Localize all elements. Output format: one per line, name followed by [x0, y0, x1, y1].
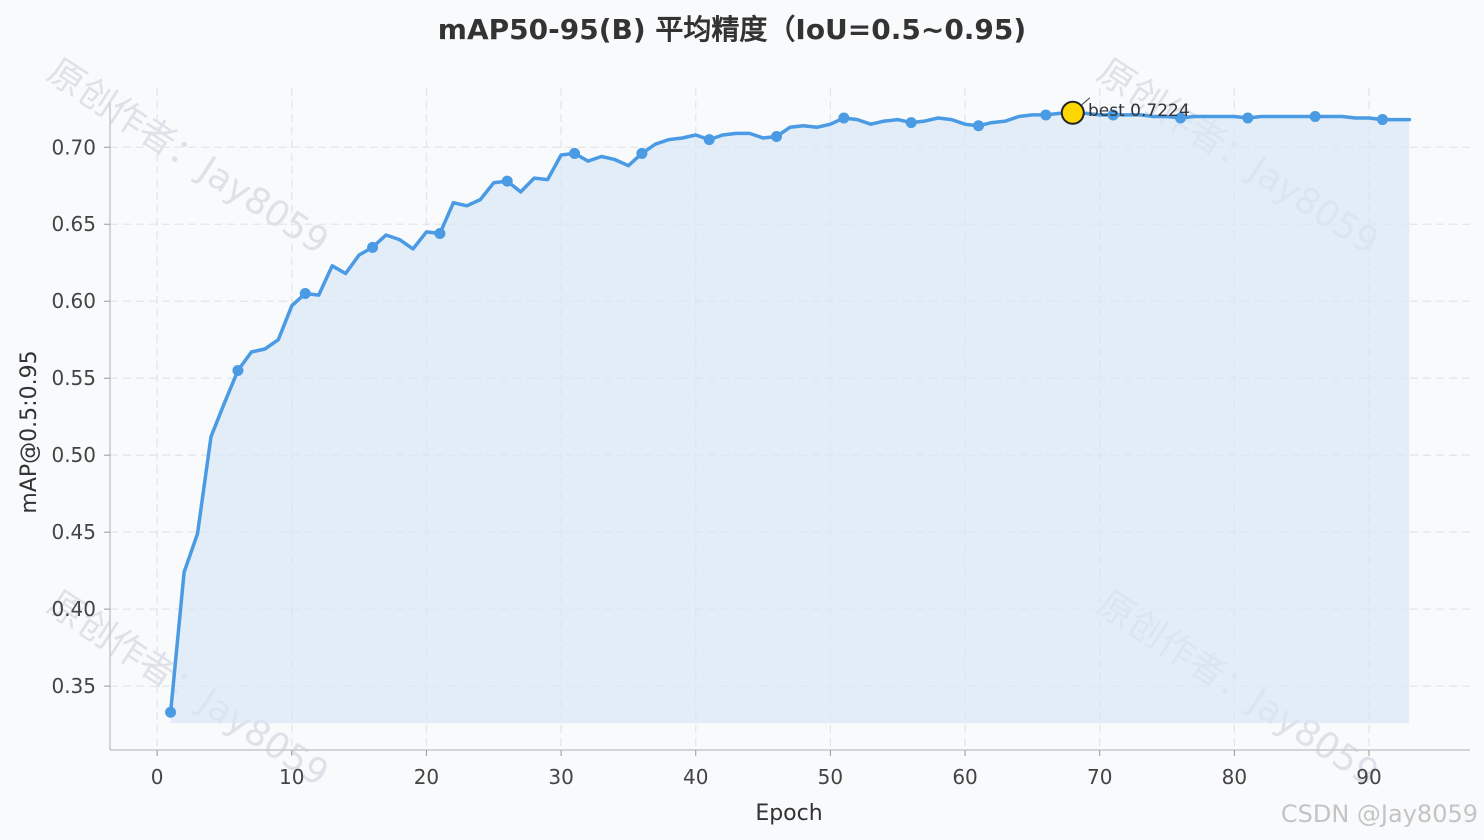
y-tick-label: 0.65: [51, 212, 96, 236]
data-point-marker: [973, 120, 985, 132]
data-point-marker: [771, 130, 783, 142]
best-point-marker: [1060, 100, 1085, 125]
x-axis-label: Epoch: [755, 801, 822, 826]
data-point-marker: [905, 117, 917, 129]
axes-layer: [109, 103, 1470, 751]
y-tick-label: 0.60: [51, 289, 96, 313]
x-tick-label: 10: [279, 765, 304, 789]
x-tick-label: 60: [952, 765, 977, 789]
tick-label-layer: 0 10 20 30 40 50 60 70 80 90 0.35 0.40 0.45 0.50 0.55 0…: [51, 135, 1381, 789]
data-point-marker: [1376, 114, 1388, 126]
data-point-marker: [1107, 109, 1119, 121]
x-tick-label: 0: [151, 765, 164, 789]
data-point-marker: [501, 175, 513, 187]
marker-layer: [165, 97, 1388, 718]
x-tick-label: 70: [1087, 765, 1112, 789]
data-point-marker: [434, 227, 446, 239]
data-point-marker: [838, 112, 850, 124]
x-tick-label: 30: [548, 765, 573, 789]
y-tick-label: 0.55: [51, 366, 96, 390]
x-tick-label: 50: [818, 765, 843, 789]
y-tick-label: 0.50: [51, 443, 96, 467]
x-tick-label: 20: [414, 765, 439, 789]
y-tick-label: 0.70: [51, 135, 96, 159]
data-point-marker: [165, 706, 177, 718]
data-point-marker: [569, 147, 581, 159]
x-tick-label: 90: [1356, 765, 1381, 789]
data-point-marker: [703, 134, 715, 146]
data-point-marker: [1242, 112, 1254, 124]
series-layer: [168, 111, 1412, 715]
series-line: [168, 111, 1412, 715]
series-fill-area: [170, 112, 1410, 724]
x-tick-label: 80: [1222, 765, 1247, 789]
data-point-marker: [1040, 109, 1052, 121]
data-point-marker: [636, 147, 648, 159]
chart-title: mAP50-95(B) 平均精度（IoU=0.5~0.95): [438, 13, 1026, 46]
data-point-marker: [1309, 110, 1321, 122]
data-point-marker: [367, 241, 379, 253]
y-tick-label: 0.45: [51, 520, 96, 544]
fill-layer: [170, 112, 1410, 724]
y-axis-label: mAP@0.5:0.95: [17, 350, 42, 513]
data-point-marker: [1174, 112, 1186, 124]
x-tick-label: 40: [683, 765, 708, 789]
best-annotation-arrow: [1081, 97, 1091, 106]
data-point-marker: [299, 288, 311, 300]
data-point-marker: [232, 365, 244, 377]
csdn-credit: CSDN @Jay8059: [1281, 800, 1478, 828]
best-annotation-label: best 0.7224: [1088, 101, 1190, 121]
y-tick-label: 0.40: [51, 597, 96, 621]
y-tick-label: 0.35: [51, 674, 96, 698]
